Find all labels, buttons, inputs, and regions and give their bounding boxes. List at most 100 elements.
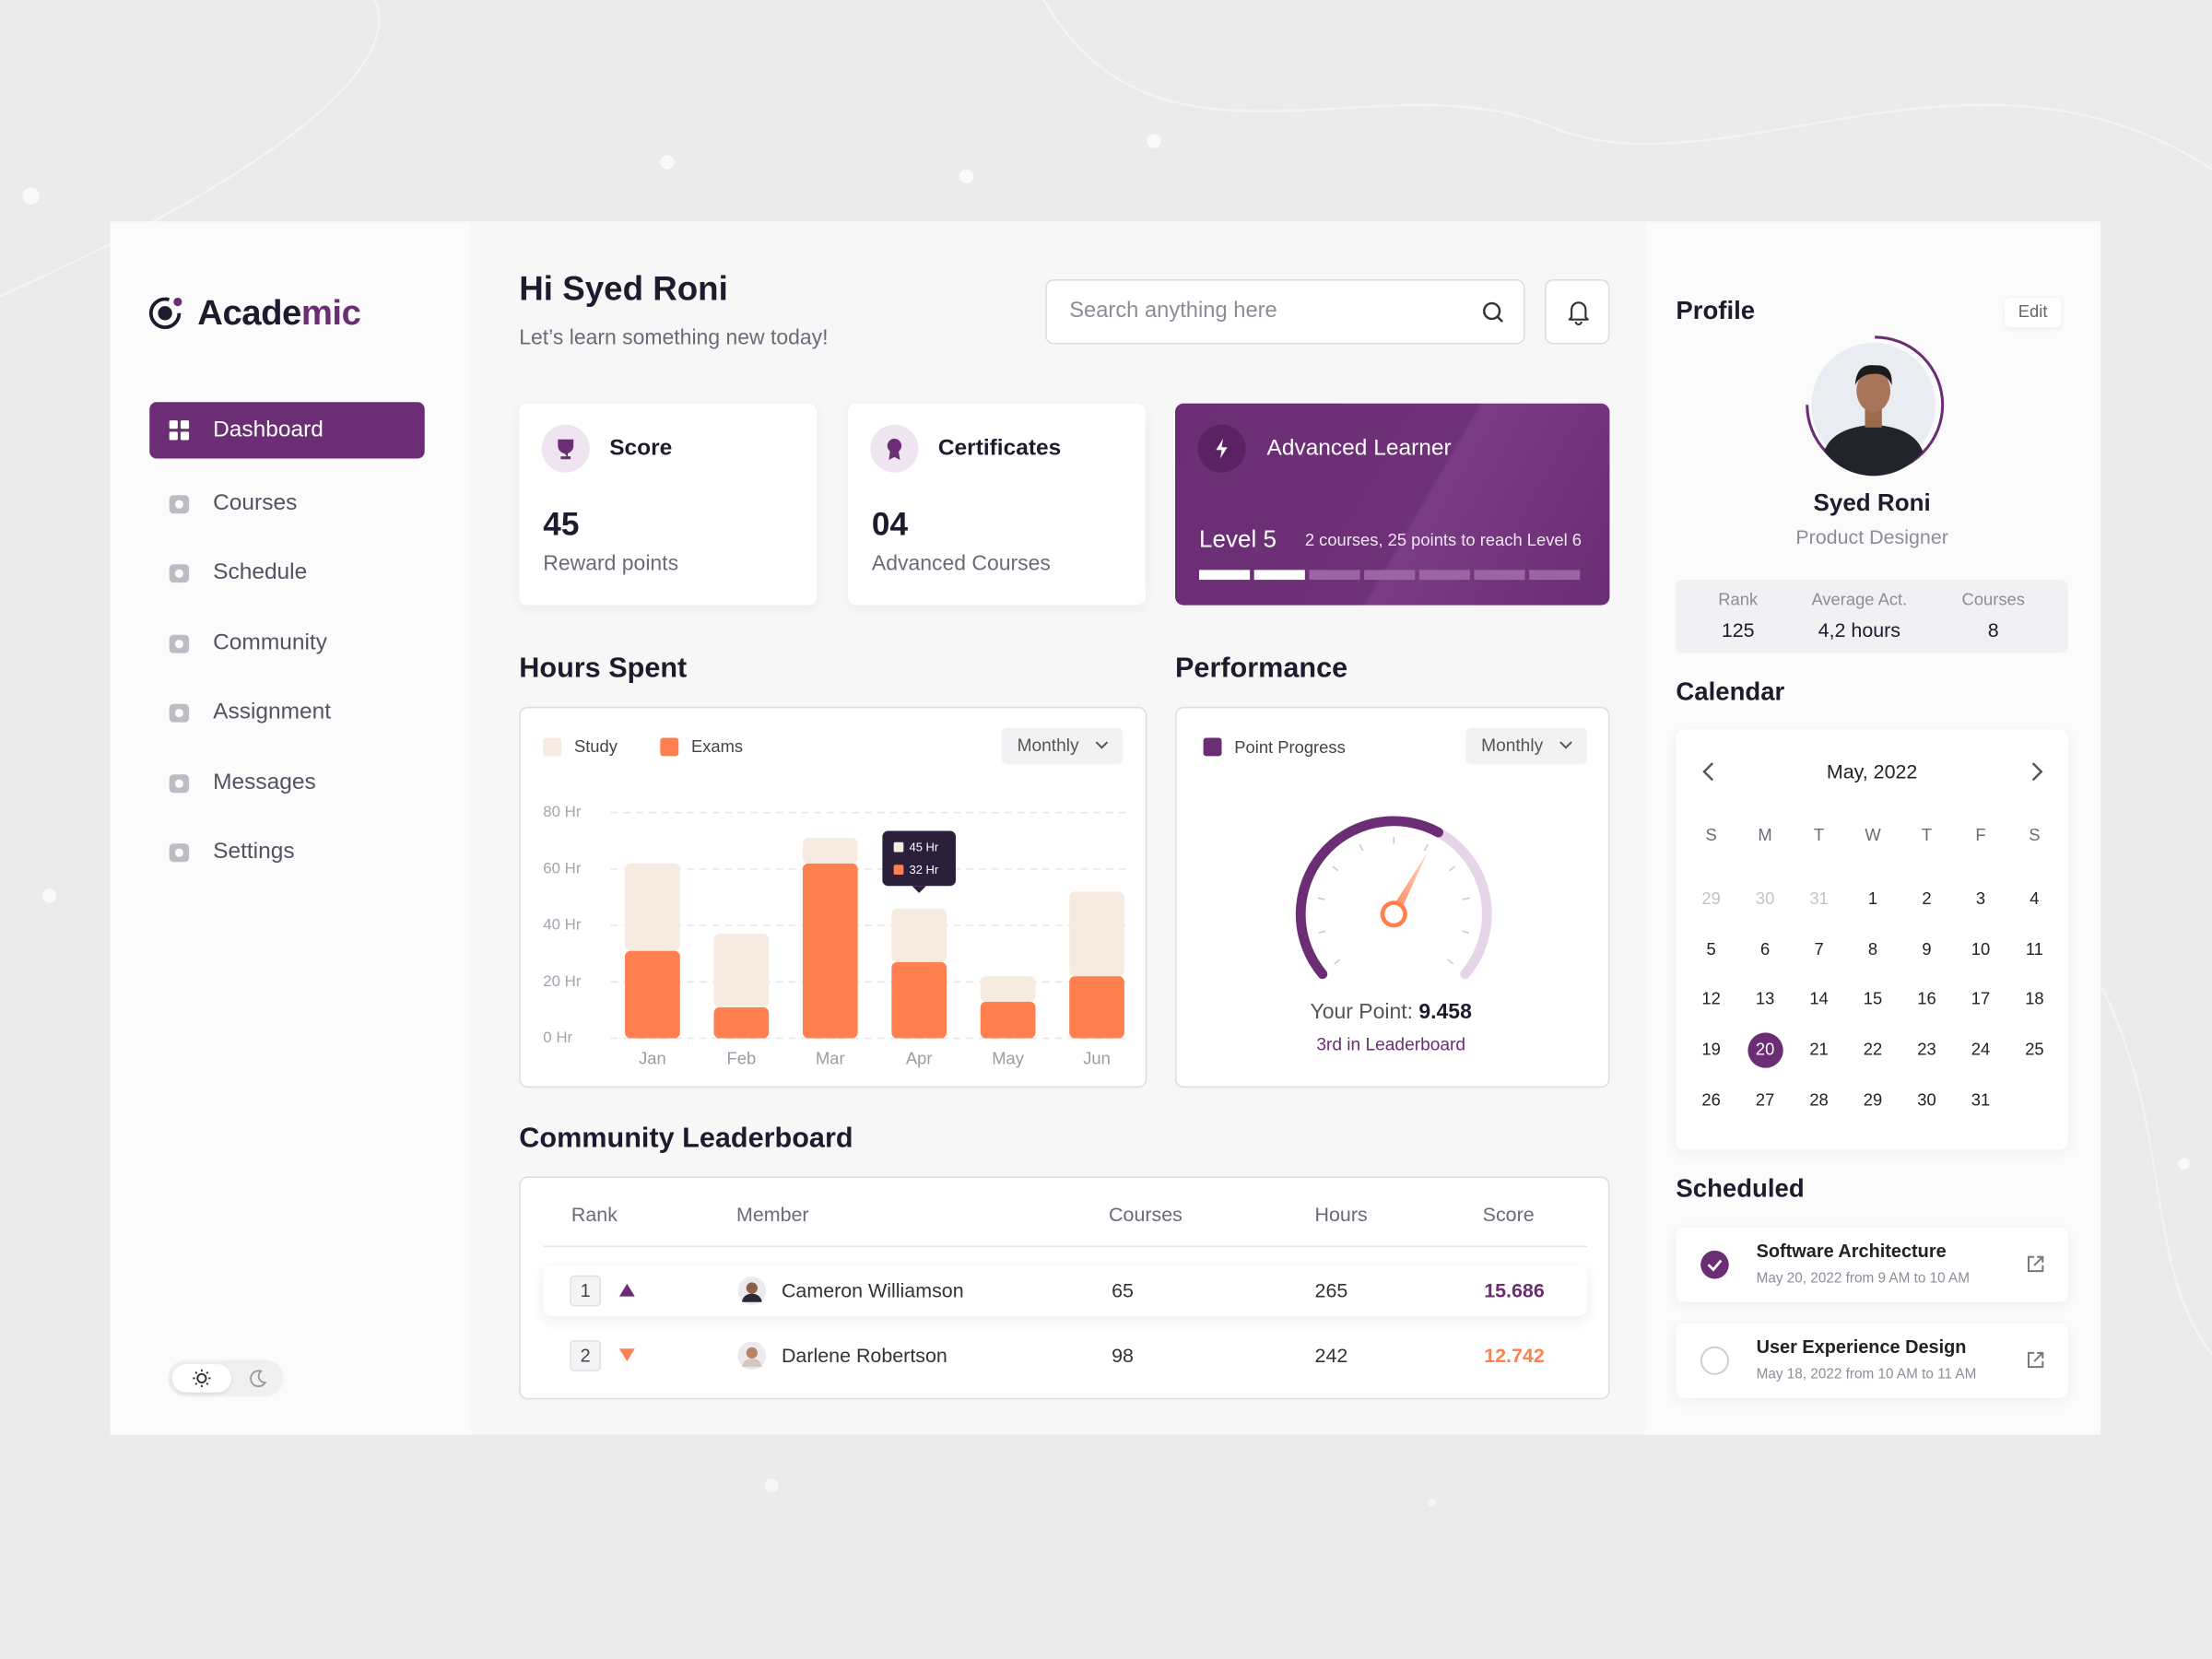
x-tick-label: Jan [639, 1048, 666, 1067]
stat-value: 45 [543, 505, 580, 543]
calendar-day[interactable]: 22 [1863, 1039, 1883, 1060]
leaderboard-card: Rank Member Courses Hours Score 1 Cameron Will… [519, 1176, 1610, 1400]
calendar-day[interactable]: 28 [1809, 1089, 1829, 1110]
nav-item[interactable]: Messages [213, 770, 316, 794]
column-header: Score [1482, 1203, 1535, 1226]
weekday: M [1758, 825, 1772, 845]
calendar-day[interactable]: 7 [1814, 938, 1824, 959]
avatar-body [742, 1358, 762, 1368]
next-month[interactable] [2030, 762, 2044, 782]
calendar-day[interactable]: 25 [2025, 1039, 2044, 1060]
hours-chart: 0 Hr 20 Hr 40 Hr 60 Hr 80 Hr Study Exams Jan Feb… [543, 736, 1126, 1067]
notification-button[interactable] [1545, 279, 1610, 345]
calendar-day[interactable]: 18 [2025, 989, 2044, 1009]
calendar-day[interactable]: 9 [1922, 938, 1932, 959]
calendar-day[interactable]: 21 [1809, 1039, 1829, 1060]
calendar-day[interactable]: 3 [1975, 888, 1986, 909]
column-header: Hours [1314, 1203, 1368, 1226]
calendar-day[interactable]: 14 [1809, 989, 1829, 1009]
leaderboard-row[interactable]: 1 Cameron Williamson 65 265 15.686 [543, 1265, 1587, 1317]
stat-card: Certificates 04 Advanced Courses [847, 403, 1146, 606]
tooltip-swatch [893, 865, 904, 875]
calendar-day[interactable]: 24 [1971, 1039, 1991, 1060]
nav-item[interactable]: Assignment [213, 700, 332, 725]
nav-item[interactable]: Settings [213, 840, 295, 865]
calendar-day[interactable]: 27 [1755, 1089, 1775, 1110]
schedule-item[interactable]: Software Architecture May 20, 2022 from 9… [1676, 1227, 2068, 1302]
legend-swatch [543, 737, 562, 757]
tooltip-pointer [912, 886, 926, 893]
y-tick-label: 60 Hr [543, 859, 582, 877]
moon-icon [250, 1370, 267, 1388]
gauge-tick [1332, 865, 1339, 872]
gauge-tick [1449, 865, 1456, 872]
theme-toggle[interactable] [168, 1359, 284, 1397]
calendar-day[interactable]: 11 [2025, 938, 2043, 959]
edit-button[interactable]: Edit [2005, 297, 2062, 328]
nav-item[interactable]: Courses [213, 491, 298, 516]
calendar-day[interactable]: 15 [1863, 989, 1883, 1009]
calendar-day[interactable]: 26 [1701, 1089, 1721, 1110]
bar-segment [891, 908, 947, 962]
calendar-day[interactable]: 31 [1971, 1089, 1991, 1110]
calendar-card: May, 2022 S M T W T F S 29 30 31 1 2 3 4 5 6 7 8 9 10 11 12 13 1… [1676, 729, 2068, 1150]
calendar-day[interactable]: 12 [1701, 989, 1721, 1009]
column-header: Member [735, 1203, 809, 1226]
calendar-day[interactable]: 30 [1917, 1089, 1936, 1110]
x-tick-label: May [992, 1048, 1025, 1067]
filter-dropdown[interactable]: Monthly [1001, 727, 1124, 765]
nav-item[interactable]: Dashboard [213, 418, 324, 442]
performance-card: Point Progress Monthly Your Point: 9.458 3r… [1175, 706, 1610, 1088]
calendar-day[interactable]: 2 [1922, 888, 1932, 909]
calendar-day[interactable]: 20 [1755, 1039, 1775, 1060]
logo-core [158, 306, 172, 321]
bell-icon [1568, 301, 1589, 326]
schedule-item[interactable]: User Experience Design May 18, 2022 from … [1676, 1323, 2068, 1398]
calendar-day[interactable]: 13 [1755, 989, 1775, 1009]
calendar-day-muted: 30 [1755, 888, 1775, 909]
calendar-day[interactable]: 29 [1863, 1089, 1883, 1110]
leaderboard-row[interactable]: 2 Darlene Robertson 98 242 12.742 [543, 1330, 1587, 1381]
search-box[interactable]: Search anything here [1045, 279, 1525, 345]
header-divider [543, 1245, 1587, 1248]
nav-item[interactable]: Schedule [213, 560, 308, 585]
calendar-day[interactable]: 6 [1759, 938, 1771, 959]
nav-icon [169, 773, 190, 793]
calendar-day[interactable]: 17 [1971, 989, 1991, 1009]
schedule-title: Software Architecture [1756, 1240, 1947, 1262]
level-segment [1474, 570, 1525, 581]
brand: Academic [197, 292, 361, 335]
photo-neck [1865, 407, 1882, 428]
calendar-day[interactable]: 4 [2030, 888, 2040, 909]
stat-label: Courses [1961, 589, 2025, 609]
gauge-tick [1462, 897, 1470, 900]
weekday: S [1705, 825, 1717, 845]
calendar-day[interactable]: 23 [1917, 1039, 1936, 1060]
bar-segment [802, 863, 858, 1039]
stat-caption: Advanced Courses [871, 551, 1051, 576]
filter-dropdown[interactable]: Monthly [1465, 727, 1587, 765]
bar-segment [802, 838, 858, 864]
stat-icon [870, 424, 919, 473]
calendar-day[interactable]: 5 [1706, 938, 1716, 959]
nav-item[interactable]: Community [213, 630, 327, 655]
calendar-day[interactable]: 10 [1971, 938, 1991, 959]
nav-active-bg[interactable] [149, 402, 425, 459]
bar-segment [713, 934, 770, 1007]
avatar-head [746, 1282, 758, 1294]
calendar-day[interactable]: 8 [1867, 938, 1878, 959]
calendar-day-muted: 31 [1809, 888, 1829, 909]
bolt [1216, 439, 1228, 459]
avatar [737, 1277, 767, 1305]
calendar-day[interactable]: 16 [1917, 989, 1936, 1009]
prev-month[interactable] [1701, 762, 1715, 782]
y-tick-label: 0 Hr [543, 1029, 572, 1046]
rank: 1 [580, 1279, 591, 1301]
sun-ray [194, 1382, 198, 1385]
calendar-day[interactable]: 1 [1867, 888, 1878, 909]
calendar-day[interactable]: 19 [1701, 1039, 1721, 1060]
nav-icon-part [180, 431, 190, 441]
edit-label: Edit [2018, 301, 2048, 322]
nav-icon-part [174, 570, 183, 579]
gauge-tick [1424, 843, 1429, 852]
